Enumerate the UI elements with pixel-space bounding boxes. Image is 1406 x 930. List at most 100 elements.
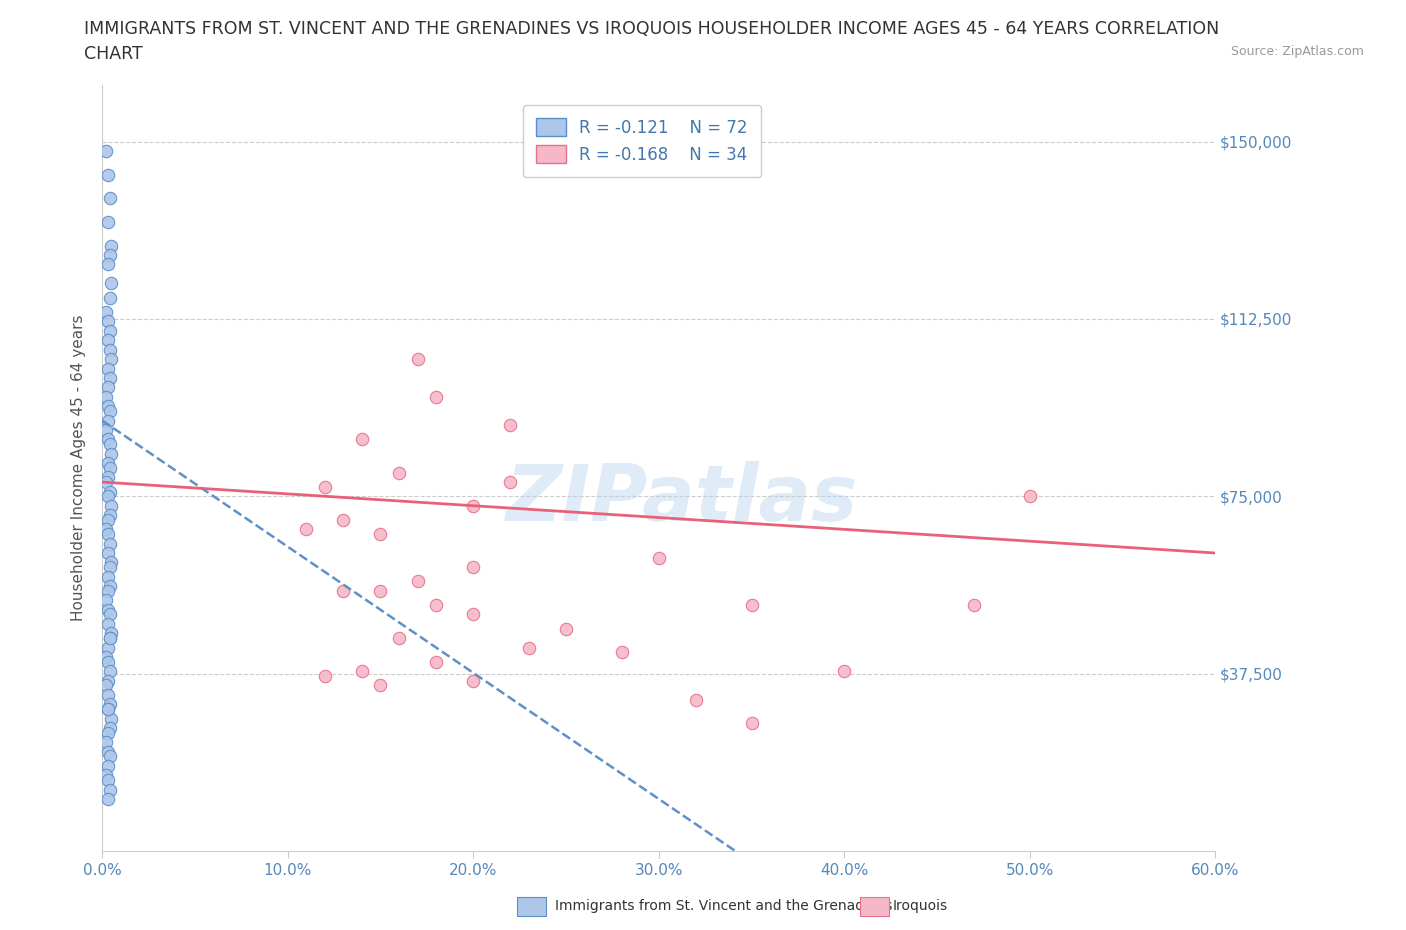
- Point: [94, 390, 117, 405]
- Point: [100, 446, 122, 461]
- Point: [98, 191, 121, 206]
- Point: [100, 352, 122, 366]
- Point: [370, 678, 392, 693]
- Point: [463, 673, 485, 688]
- Point: [100, 276, 122, 291]
- Point: [463, 607, 485, 622]
- Point: [685, 692, 707, 707]
- Point: [98, 578, 121, 593]
- Point: [97, 744, 120, 759]
- Point: [97, 380, 120, 395]
- Point: [98, 247, 121, 262]
- Point: [98, 460, 121, 475]
- Point: [94, 522, 117, 537]
- Point: [832, 664, 855, 679]
- Point: [98, 782, 121, 797]
- Point: [100, 555, 122, 570]
- Point: [388, 465, 411, 480]
- Point: [97, 470, 120, 485]
- Text: Immigrants from St. Vincent and the Grenadines: Immigrants from St. Vincent and the Gren…: [555, 898, 893, 913]
- Point: [98, 721, 121, 736]
- Point: [295, 522, 318, 537]
- Point: [94, 592, 117, 607]
- Point: [314, 479, 336, 494]
- Point: [741, 598, 763, 613]
- Point: [350, 664, 373, 679]
- Point: [648, 551, 671, 565]
- Point: [94, 474, 117, 489]
- Point: [963, 598, 986, 613]
- Point: [463, 560, 485, 575]
- Point: [98, 370, 121, 385]
- Point: [97, 725, 120, 740]
- Point: [94, 678, 117, 693]
- Point: [100, 238, 122, 253]
- Point: [97, 655, 120, 670]
- Point: [370, 526, 392, 541]
- Point: [425, 390, 447, 405]
- Point: [100, 498, 122, 513]
- Point: [98, 607, 121, 622]
- Point: [97, 687, 120, 702]
- Point: [97, 701, 120, 716]
- Point: [370, 583, 392, 598]
- Point: [610, 644, 633, 659]
- Point: [97, 167, 120, 182]
- Point: [98, 404, 121, 418]
- Point: [98, 342, 121, 357]
- Text: Source: ZipAtlas.com: Source: ZipAtlas.com: [1230, 45, 1364, 58]
- Point: [98, 508, 121, 523]
- Point: [98, 437, 121, 452]
- Point: [97, 617, 120, 631]
- Point: [406, 352, 429, 366]
- Point: [97, 701, 120, 716]
- Point: [98, 485, 121, 499]
- Point: [97, 546, 120, 561]
- Text: CHART: CHART: [84, 45, 143, 62]
- Point: [555, 621, 578, 636]
- Point: [97, 569, 120, 584]
- Point: [350, 432, 373, 447]
- Point: [332, 583, 354, 598]
- Point: [517, 640, 540, 655]
- Point: [97, 603, 120, 618]
- Point: [499, 474, 522, 489]
- Point: [97, 640, 120, 655]
- Point: [463, 498, 485, 513]
- Point: [94, 304, 117, 319]
- Point: [97, 791, 120, 806]
- Point: [97, 512, 120, 527]
- Point: [97, 773, 120, 788]
- Point: [741, 716, 763, 731]
- Point: [98, 749, 121, 764]
- Point: [97, 399, 120, 414]
- Point: [97, 361, 120, 376]
- Point: [100, 626, 122, 641]
- Point: [425, 655, 447, 670]
- Point: [406, 574, 429, 589]
- Point: [97, 673, 120, 688]
- Point: [97, 215, 120, 230]
- Point: [97, 583, 120, 598]
- Point: [98, 560, 121, 575]
- Point: [97, 759, 120, 774]
- Point: [97, 413, 120, 428]
- Point: [100, 711, 122, 726]
- Point: [94, 650, 117, 665]
- Point: [94, 422, 117, 437]
- Y-axis label: Householder Income Ages 45 - 64 years: Householder Income Ages 45 - 64 years: [72, 314, 86, 621]
- Point: [98, 324, 121, 339]
- Text: Iroquois: Iroquois: [893, 898, 948, 913]
- Text: ZIPatlas: ZIPatlas: [505, 460, 858, 537]
- Point: [97, 526, 120, 541]
- Point: [97, 257, 120, 272]
- Point: [1018, 489, 1040, 504]
- Point: [98, 664, 121, 679]
- Point: [97, 333, 120, 348]
- Point: [97, 313, 120, 328]
- Point: [98, 631, 121, 645]
- Point: [388, 631, 411, 645]
- Legend: R = -0.121    N = 72, R = -0.168    N = 34: R = -0.121 N = 72, R = -0.168 N = 34: [523, 104, 761, 177]
- Point: [97, 489, 120, 504]
- Point: [94, 143, 117, 158]
